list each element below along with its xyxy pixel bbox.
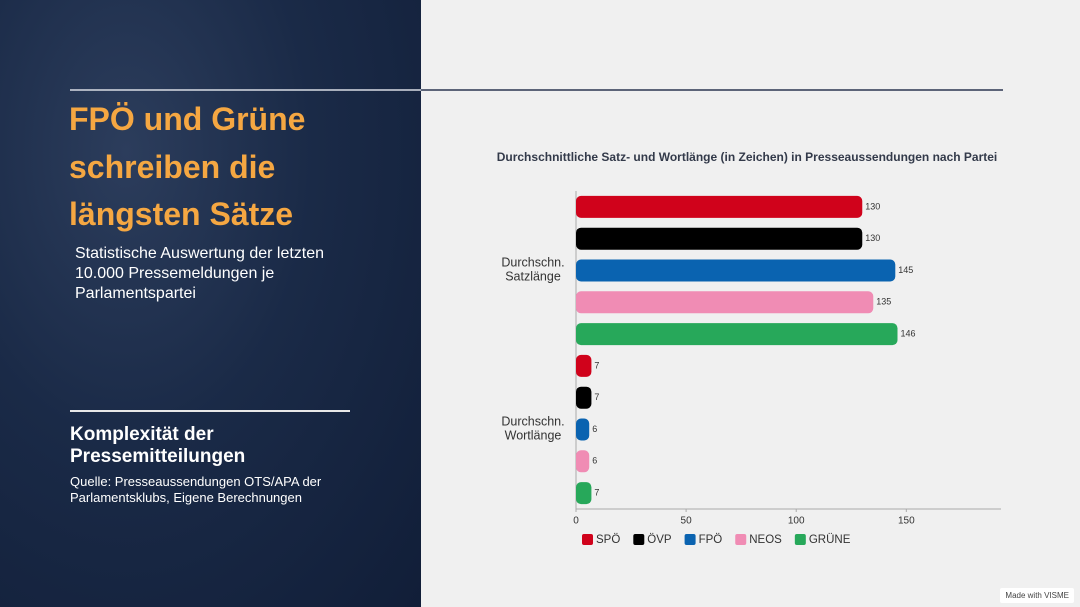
value-label: 146 bbox=[901, 328, 916, 338]
bar bbox=[576, 291, 874, 314]
x-tick-label: 100 bbox=[788, 516, 805, 527]
bar bbox=[576, 354, 592, 377]
legend-swatch bbox=[735, 534, 747, 545]
value-label: 130 bbox=[865, 201, 880, 211]
chart-title: Durchschnittliche Satz- und Wortlänge (i… bbox=[497, 150, 998, 164]
bar bbox=[576, 450, 590, 473]
legend-label: FPÖ bbox=[699, 534, 723, 546]
value-label: 6 bbox=[592, 456, 597, 466]
category-label: Durchschn. Satzlänge bbox=[501, 256, 564, 284]
category-label: Durchschn. Wortlänge bbox=[501, 415, 564, 443]
source-note: Quelle: Presseaussendungen OTS/APA der P… bbox=[70, 474, 322, 505]
value-label: 130 bbox=[865, 233, 880, 243]
value-label: 145 bbox=[898, 265, 913, 275]
slide-subtitle: Statistische Auswertung der letzten 10.0… bbox=[75, 245, 325, 302]
x-tick-label: 150 bbox=[898, 516, 915, 527]
legend-label: SPÖ bbox=[596, 534, 620, 546]
legend-swatch bbox=[633, 534, 645, 545]
left-panel: FPÖ und Grüne schreiben die längsten Sät… bbox=[0, 0, 421, 607]
slide-title: FPÖ und Grüne schreiben die längsten Sät… bbox=[69, 101, 306, 232]
bar bbox=[576, 482, 592, 505]
bar bbox=[576, 227, 863, 250]
separator bbox=[70, 410, 350, 412]
x-tick-label: 50 bbox=[681, 516, 693, 527]
badge: Made with VISME bbox=[1000, 588, 1074, 603]
legend-swatch bbox=[794, 534, 806, 545]
value-label: 6 bbox=[592, 424, 597, 434]
bar bbox=[576, 323, 898, 346]
legend-label: GRÜNE bbox=[809, 534, 851, 546]
bar bbox=[576, 386, 592, 409]
legend-label: ÖVP bbox=[647, 534, 672, 546]
legend-swatch bbox=[582, 534, 593, 545]
value-label: 7 bbox=[594, 360, 599, 370]
x-tick-label: 0 bbox=[573, 516, 579, 527]
value-label: 7 bbox=[594, 392, 599, 402]
section-heading: Komplexität der Pressemitteilungen bbox=[70, 424, 246, 467]
legend-label: NEOS bbox=[749, 534, 782, 546]
legend-swatch bbox=[684, 534, 696, 545]
bar bbox=[576, 418, 590, 441]
value-label: 135 bbox=[876, 297, 891, 307]
value-label: 7 bbox=[594, 487, 599, 497]
bar bbox=[576, 195, 863, 218]
bar bbox=[576, 259, 896, 282]
